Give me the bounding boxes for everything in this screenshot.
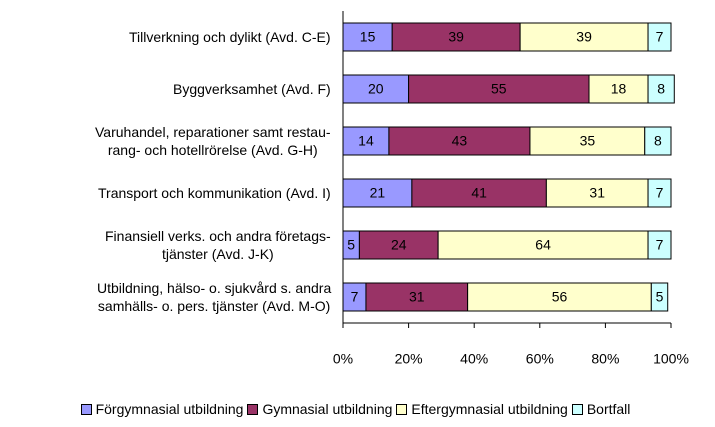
legend-swatch [80, 403, 92, 415]
data-label: 7 [656, 237, 664, 253]
bar-segment [644, 126, 672, 156]
data-label: 5 [656, 289, 664, 305]
x-tick-label: 60% [526, 351, 554, 367]
legend-label: Eftergymnasial utbildning [411, 401, 568, 417]
data-label: 39 [448, 29, 464, 45]
data-label: 7 [656, 185, 664, 201]
bar-segment [411, 178, 547, 208]
bar-segment [342, 22, 393, 52]
data-label: 43 [452, 133, 468, 149]
data-label: 20 [368, 81, 384, 97]
bar-segment [647, 230, 672, 260]
legend-swatch [571, 403, 583, 415]
bar-segment [647, 74, 675, 104]
bar-segment [647, 22, 672, 52]
x-tick-label: 0% [333, 351, 353, 367]
data-label: 7 [351, 289, 359, 305]
data-label: 56 [552, 289, 568, 305]
data-label: 18 [611, 81, 627, 97]
bar-segment [358, 230, 439, 260]
data-label: 31 [589, 185, 605, 201]
legend-item: Gymnasial utbildning [247, 401, 392, 417]
bar-segment [391, 22, 521, 52]
bar-segment [408, 74, 590, 104]
legend-item: Eftergymnasial utbildning [396, 401, 568, 417]
data-label: 15 [360, 29, 376, 45]
bar-segment [342, 74, 410, 104]
category-label: Transport och kommunikation (Avd. I) [98, 185, 331, 201]
bar-segment [388, 126, 531, 156]
bar-segment [650, 282, 669, 312]
x-tick-label: 100% [653, 351, 689, 367]
category-label: Tillverkning och dylikt (Avd. C-E) [129, 29, 331, 45]
bar-segment [588, 74, 649, 104]
data-label: 41 [471, 185, 487, 201]
legend-swatch [247, 403, 259, 415]
x-tick-label: 20% [395, 351, 423, 367]
legend-item: Bortfall [571, 401, 631, 417]
data-label: 8 [654, 133, 662, 149]
legend: Förgymnasial utbildning Gymnasial utbildn… [0, 401, 715, 417]
legend-label: Förgymnasial utbildning [95, 401, 244, 417]
bar-segment [545, 178, 649, 208]
x-tick-label: 80% [591, 351, 619, 367]
data-label: 14 [358, 133, 374, 149]
data-label: 5 [347, 237, 355, 253]
legend-label: Gymnasial utbildning [262, 401, 393, 417]
data-label: 31 [409, 289, 425, 305]
data-label: 55 [491, 81, 507, 97]
category-label: Byggverksamhet (Avd. F) [173, 81, 331, 97]
data-label: 24 [391, 237, 407, 253]
legend-item: Förgymnasial utbildning [80, 401, 244, 417]
legend-swatch [396, 403, 408, 415]
bar-segment [467, 282, 652, 312]
data-label: 39 [576, 29, 592, 45]
category-label: Finansiell verks. och andra företags- tj… [105, 228, 331, 262]
data-label: 7 [656, 29, 664, 45]
data-label: 21 [370, 185, 386, 201]
bar-segment [529, 126, 646, 156]
bar-segment [437, 230, 649, 260]
data-label: 8 [657, 81, 665, 97]
legend-label: Bortfall [586, 401, 631, 417]
x-tick-label: 40% [460, 351, 488, 367]
bar-segment [647, 178, 672, 208]
data-label: 64 [535, 237, 551, 253]
bar-segment [365, 282, 469, 312]
category-label: Varuhandel, reparationer samt restau- ra… [95, 124, 331, 158]
data-label: 35 [580, 133, 596, 149]
category-label: Utbildning, hälso- o. sjukvård s. andra … [97, 280, 332, 314]
bar-segment [342, 178, 413, 208]
